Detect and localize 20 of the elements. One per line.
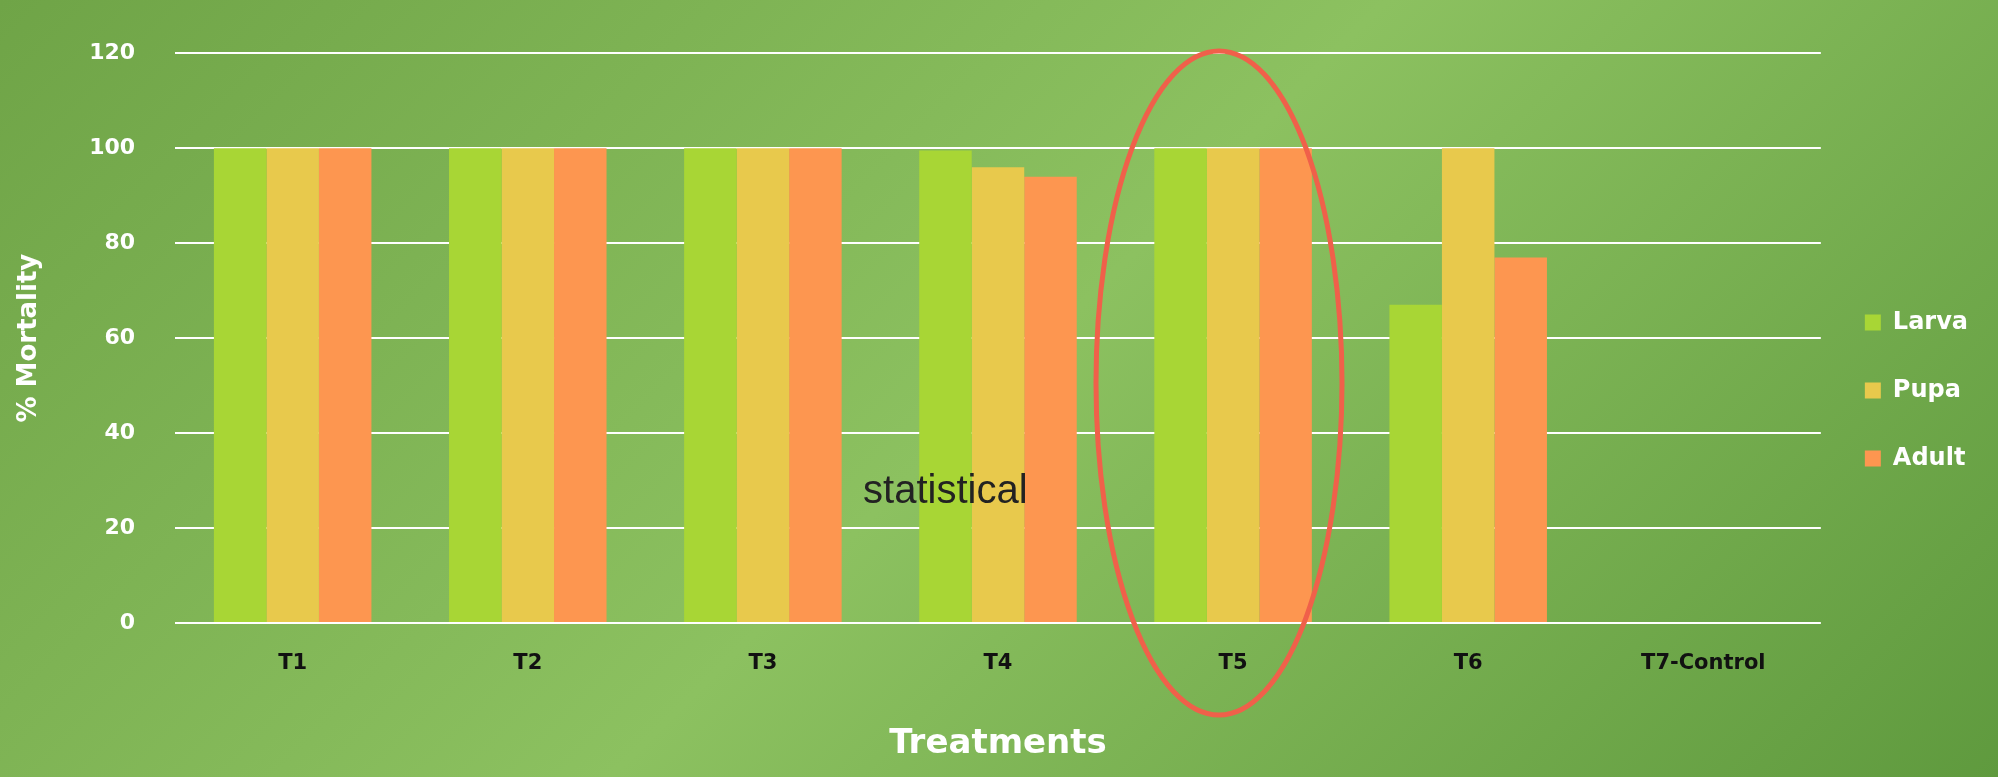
x-tick-label: T6 <box>1453 650 1483 675</box>
x-tick-label: T1 <box>278 650 308 675</box>
y-tick-label: 80 <box>104 228 136 254</box>
y-axis-title: % Mortality <box>12 253 43 423</box>
x-tick-label: T4 <box>983 650 1013 675</box>
y-tick-label: 60 <box>104 323 136 349</box>
y-tick-label: 20 <box>104 513 136 539</box>
x-tick-label: T2 <box>513 650 543 675</box>
y-tick-label: 120 <box>89 38 136 64</box>
y-tick-label: 0 <box>119 608 136 634</box>
legend-label: Larva <box>1892 306 1969 335</box>
x-tick-label: T7-Control <box>1641 650 1766 675</box>
x-axis-title: Treatments <box>889 721 1107 762</box>
legend-label: Pupa <box>1892 374 1961 403</box>
legend-label: Adult <box>1892 442 1966 471</box>
x-tick-label: T5 <box>1218 650 1248 675</box>
y-tick-label: 40 <box>104 418 136 444</box>
y-tick-label: 100 <box>89 133 136 159</box>
annotation: statistical <box>863 466 1028 511</box>
x-tick-label: T3 <box>748 650 778 675</box>
